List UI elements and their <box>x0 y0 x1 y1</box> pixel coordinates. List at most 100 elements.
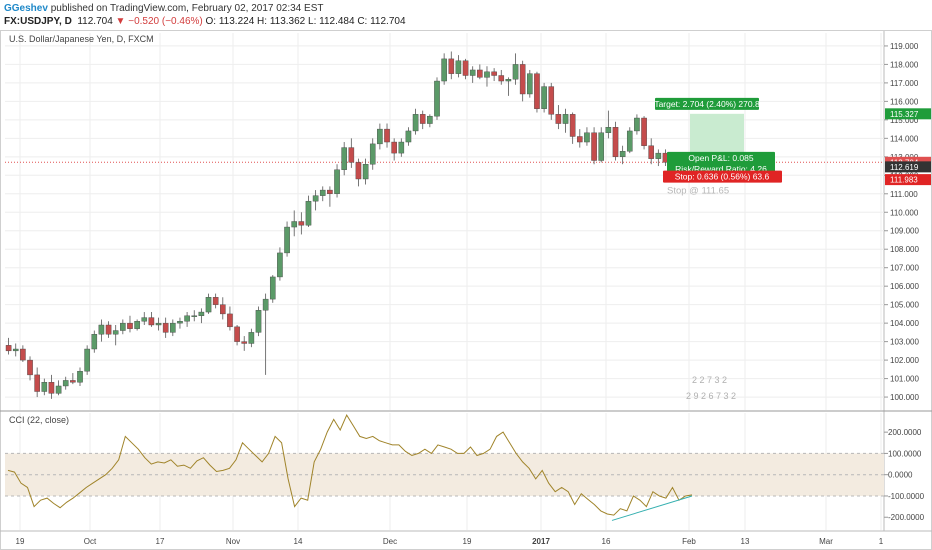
candle-down <box>648 145 654 159</box>
candle-down <box>5 345 12 352</box>
price-tag-box <box>885 174 931 186</box>
x-tick-label: 14 <box>294 537 303 546</box>
watermark-line: 2 9 2 6 7 3 2 <box>686 391 736 401</box>
cci-y-tick-label: 0.0000 <box>888 471 913 480</box>
candle-down <box>212 297 219 305</box>
cci-title: CCI (22, close) <box>9 415 69 425</box>
chart-canvas[interactable]: U.S. Dollar/Japanese Yen, D, FXCM Target:… <box>0 30 932 550</box>
cci-y-tick-label: 200.0000 <box>888 428 922 437</box>
candle-down <box>48 382 55 394</box>
candle-up <box>291 221 298 228</box>
x-tick-label: 1 <box>879 537 884 546</box>
candle-up <box>184 315 190 322</box>
candle-up <box>55 385 62 394</box>
candle-down <box>498 75 505 82</box>
candle-up <box>191 315 198 317</box>
publish-line: GGeshev published on TradingView.com, Fe… <box>4 3 323 14</box>
x-tick-label: Oct <box>84 537 97 546</box>
y-tick-label: 107.000 <box>890 264 919 273</box>
candle-up <box>277 252 283 278</box>
candle-up <box>305 200 312 226</box>
x-axis: 19 Oct 17 Nov 14 Dec 19 2017 16 Feb 13 Mar 1 <box>16 537 884 546</box>
change-value: −0.520 (−0.46%) <box>128 16 203 27</box>
candle-down <box>591 132 597 161</box>
x-tick-label: 16 <box>602 537 611 546</box>
cci-pane: 200.0000 100.0000 0.0000 -100.0000 -200.0000… <box>5 414 925 522</box>
candle-down <box>20 348 26 361</box>
candle-up <box>505 79 512 82</box>
candle-down <box>477 69 483 78</box>
target-label: Target: 2.704 (2.40%) 270.8 <box>654 99 760 109</box>
candle-down <box>219 304 226 315</box>
y-tick-label: 108.000 <box>890 245 919 254</box>
candle-down <box>462 60 469 76</box>
candle-up <box>269 276 276 300</box>
candle-down <box>241 341 248 344</box>
main-title: U.S. Dollar/Japanese Yen, D, FXCM <box>9 34 154 44</box>
candle-up <box>198 311 205 316</box>
y-tick-label: 104.000 <box>890 319 919 328</box>
close-label: C: <box>357 16 368 27</box>
candle-down <box>448 58 455 74</box>
main-y-axis: 100.000 101.000 102.000 103.000 104.000 105.0… <box>884 42 919 402</box>
candle-down <box>70 380 76 383</box>
y-tick-label: 103.000 <box>890 338 919 347</box>
risk-reward-label: Risk/Reward Ratio: 4.26 <box>675 164 767 174</box>
y-tick-label: 105.000 <box>890 301 919 310</box>
chart-header: GGeshev published on TradingView.com, Fe… <box>0 0 932 30</box>
candle-down <box>641 117 647 146</box>
x-tick-label: Nov <box>226 537 240 546</box>
candle-up <box>91 334 98 350</box>
ohlc-line: FX:USDJPY, D 112.704 ▼ −0.520 (−0.46%) O… <box>4 16 406 27</box>
candle-up <box>112 330 119 335</box>
y-tick-label: 116.000 <box>890 97 919 106</box>
candle-up <box>84 348 90 372</box>
candle-down <box>34 374 40 392</box>
candle-up <box>412 114 419 132</box>
candle-up <box>177 321 183 324</box>
candle-up <box>362 164 369 180</box>
cci-line <box>7 414 693 516</box>
candle-up <box>584 132 590 143</box>
candle-up <box>41 382 48 392</box>
symbol-label[interactable]: FX:USDJPY, D <box>4 16 72 27</box>
x-tick-label: 19 <box>463 537 472 546</box>
candle-up <box>441 58 447 82</box>
y-tick-label: 119.000 <box>890 42 919 51</box>
x-tick-label: Dec <box>383 537 397 546</box>
candle-down <box>491 71 497 76</box>
candle-up <box>312 195 319 202</box>
price-tag-label: 111.983 <box>890 176 918 185</box>
candle-up <box>541 86 547 109</box>
open-value: 113.224 <box>218 16 255 27</box>
y-tick-label: 106.000 <box>890 282 919 291</box>
candles <box>5 51 669 399</box>
candle-up <box>77 370 83 383</box>
candle-up <box>619 151 626 158</box>
cci-y-tick-label: -100.0000 <box>888 492 925 501</box>
candle-up <box>398 141 405 154</box>
candle-up <box>120 322 126 331</box>
candle-down <box>577 136 583 143</box>
candle-up <box>527 73 533 95</box>
candle-down <box>227 313 233 328</box>
candle-down <box>127 322 133 329</box>
candle-down <box>327 189 333 194</box>
candle-up <box>155 322 162 326</box>
high-label: H: <box>257 16 268 27</box>
stop-label: Stop: 0.636 (0.56%) 63.6 <box>675 172 770 182</box>
candle-up <box>98 324 105 335</box>
candle-down <box>105 324 112 335</box>
author-link[interactable]: GGeshev <box>4 3 48 14</box>
published-text: published on TradingView.com, February 0… <box>50 3 324 14</box>
y-tick-label: 114.000 <box>890 134 919 143</box>
candle-down <box>148 317 155 326</box>
last-price: 112.704 <box>77 16 113 27</box>
stop-label-box <box>663 170 782 183</box>
cci-y-tick-label: 100.0000 <box>888 449 922 458</box>
change-arrow: ▼ <box>115 16 126 27</box>
candle-up <box>427 115 433 124</box>
candle-down <box>234 326 240 342</box>
candle-up <box>170 322 176 333</box>
candle-up <box>377 128 383 145</box>
